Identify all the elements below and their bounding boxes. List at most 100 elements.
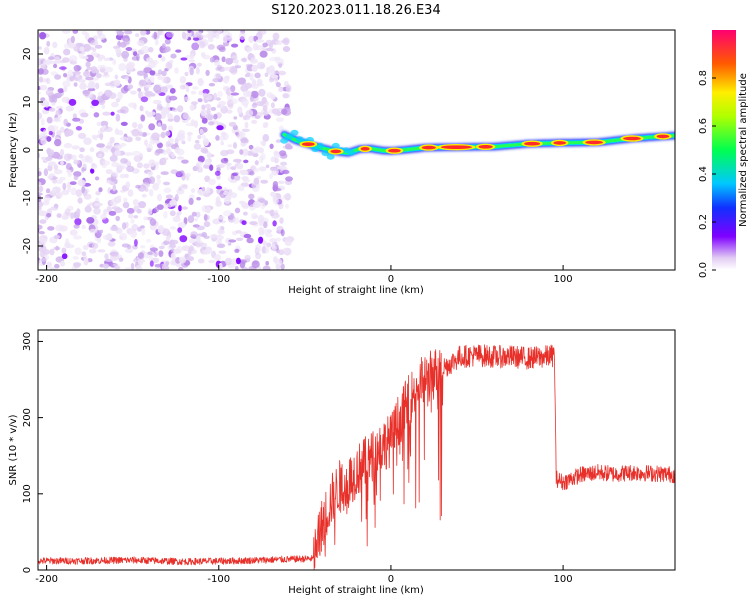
noise-blob bbox=[204, 247, 213, 255]
noise-blob bbox=[241, 220, 247, 226]
noise-blob bbox=[119, 257, 124, 262]
noise-blob bbox=[133, 155, 142, 162]
noise-blob bbox=[213, 93, 218, 101]
x-tick-label: 100 bbox=[554, 574, 573, 585]
noise-blob bbox=[241, 148, 249, 157]
noise-blob bbox=[177, 156, 184, 160]
noise-blob bbox=[243, 233, 252, 239]
noise-blob bbox=[81, 186, 86, 194]
noise-blob bbox=[105, 147, 109, 153]
noise-blob bbox=[113, 79, 121, 87]
noise-blob bbox=[181, 184, 188, 190]
noise-blob bbox=[196, 235, 201, 243]
noise-blob bbox=[208, 30, 214, 39]
noise-blob bbox=[203, 213, 208, 222]
noise-blob bbox=[38, 209, 44, 216]
noise-blob bbox=[206, 107, 211, 116]
noise-blob bbox=[208, 121, 215, 126]
noise-blob bbox=[222, 35, 228, 43]
noise-blob bbox=[270, 191, 276, 197]
noise-blob bbox=[146, 57, 153, 63]
noise-blob bbox=[113, 263, 120, 267]
noise-blob bbox=[257, 214, 265, 223]
x-tick-label: -100 bbox=[207, 274, 230, 285]
noise-blob bbox=[275, 82, 281, 88]
noise-blob bbox=[154, 113, 162, 121]
x-tick-label: -200 bbox=[35, 274, 58, 285]
noise-blob bbox=[97, 57, 103, 62]
colorbar-label: Normalized spectral amplitude bbox=[738, 73, 749, 227]
noise-blob bbox=[163, 240, 170, 246]
noise-blob bbox=[249, 170, 255, 176]
noise-blob bbox=[154, 39, 159, 46]
noise-blob bbox=[273, 187, 282, 192]
noise-blob bbox=[223, 66, 231, 71]
noise-blob bbox=[253, 167, 259, 173]
noise-blob bbox=[228, 66, 238, 74]
noise-blob bbox=[65, 105, 75, 112]
noise-blob bbox=[234, 65, 242, 69]
noise-blob bbox=[140, 114, 146, 122]
noise-blob bbox=[218, 262, 223, 270]
noise-blob bbox=[252, 42, 259, 51]
noise-blob bbox=[38, 46, 42, 50]
noise-blob bbox=[59, 176, 66, 181]
noise-blob bbox=[231, 43, 239, 48]
noise-blob bbox=[98, 153, 102, 158]
noise-blob bbox=[271, 212, 280, 219]
noise-blob bbox=[96, 73, 102, 79]
noise-blob bbox=[181, 245, 190, 252]
noise-blob bbox=[123, 30, 133, 35]
noise-blob bbox=[208, 259, 216, 264]
noise-blob bbox=[119, 41, 127, 48]
noise-blob bbox=[135, 184, 141, 189]
noise-blob bbox=[55, 109, 61, 116]
noise-blob bbox=[209, 233, 219, 239]
noise-blob bbox=[45, 188, 51, 194]
noise-blob bbox=[282, 169, 290, 175]
noise-blob bbox=[163, 203, 169, 210]
noise-blob bbox=[284, 237, 289, 243]
noise-blob bbox=[179, 84, 186, 90]
noise-blob bbox=[97, 130, 102, 134]
noise-blob bbox=[86, 66, 93, 71]
noise-blob bbox=[271, 245, 277, 252]
noise-blob bbox=[96, 143, 105, 148]
noise-blob bbox=[87, 87, 96, 92]
noise-blob bbox=[177, 133, 186, 142]
noise-blob bbox=[159, 157, 167, 166]
noise-blob bbox=[217, 64, 222, 71]
noise-blob bbox=[153, 31, 158, 40]
noise-blob bbox=[172, 216, 181, 223]
noise-blob bbox=[39, 238, 48, 244]
noise-blob bbox=[283, 193, 292, 200]
noise-blob bbox=[264, 200, 269, 206]
noise-blob bbox=[212, 218, 221, 225]
noise-blob bbox=[234, 248, 240, 253]
noise-blob bbox=[258, 88, 266, 97]
ridge-hot-spot bbox=[524, 141, 541, 146]
ridge-blob bbox=[321, 150, 330, 157]
noise-blob bbox=[273, 152, 281, 159]
noise-blob bbox=[139, 105, 144, 112]
noise-blob bbox=[231, 55, 238, 60]
noise-blob bbox=[149, 260, 154, 267]
noise-blob bbox=[119, 236, 124, 240]
noise-blob bbox=[279, 217, 284, 224]
noise-blob bbox=[116, 163, 125, 171]
noise-blob bbox=[148, 60, 157, 69]
noise-blob bbox=[140, 225, 145, 229]
noise-blob bbox=[220, 140, 224, 146]
noise-blob bbox=[130, 218, 135, 224]
spectrogram-noise bbox=[38, 30, 295, 270]
noise-blob bbox=[177, 105, 184, 113]
ridge-hot-spot bbox=[421, 145, 436, 150]
noise-blob bbox=[101, 73, 110, 78]
noise-blob bbox=[235, 230, 242, 234]
noise-blob bbox=[43, 168, 49, 177]
noise-blob bbox=[38, 205, 42, 211]
noise-blob bbox=[256, 78, 263, 86]
noise-blob bbox=[234, 207, 241, 214]
noise-blob bbox=[108, 210, 117, 216]
noise-blob bbox=[246, 46, 253, 52]
